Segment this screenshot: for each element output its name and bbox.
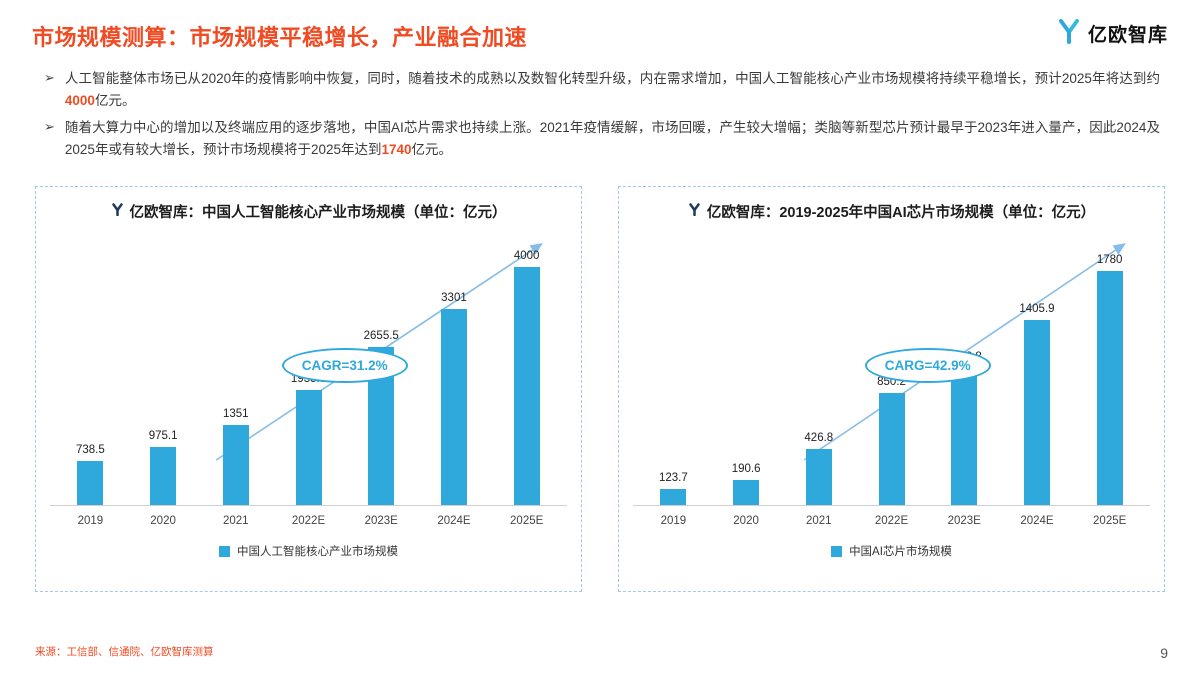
bar	[440, 309, 467, 506]
chart-title: 亿欧智库：中国人工智能核心产业市场规模（单位：亿元）	[129, 205, 507, 222]
chart-title-row: 亿欧智库：中国人工智能核心产业市场规模（单位：亿元）	[50, 201, 567, 222]
bar	[150, 447, 177, 506]
brand-logo-text: 亿欧智库	[1087, 25, 1168, 46]
chart-title: 亿欧智库：2019-2025年中国AI芯片市场规模（单位：亿元）	[706, 205, 1096, 222]
bar-value-label: 123.7	[658, 472, 688, 485]
page-title: 市场规模测算：市场规模平稳增长，产业融合加速	[32, 25, 528, 50]
chart-title-logo-icon	[111, 203, 124, 221]
bar-value-label: 2655.5	[363, 330, 399, 343]
bar-column: 738.5	[54, 444, 127, 506]
x-axis-labels: 2019 2020 2021 2022E 2023E 2024E 2025E	[633, 506, 1150, 527]
bar-value-label: 1780	[1096, 254, 1123, 267]
highlighted-value: 1740	[381, 141, 412, 157]
bar-column: 4000	[490, 250, 563, 506]
source-note: 来源：工信部、信通院、亿欧智库测算	[35, 646, 214, 658]
bar-column: 1780	[1073, 254, 1146, 506]
x-axis-tick-label: 2020	[150, 515, 176, 528]
highlighted-value: 4000	[64, 92, 95, 108]
bar-value-label: 738.5	[75, 444, 105, 457]
legend-swatch	[831, 545, 843, 557]
bar-value-label: 426.8	[804, 432, 834, 445]
x-axis-tick-label: 2019	[660, 515, 687, 528]
x-axis-tick-label: 2025E	[1093, 515, 1127, 528]
bar-column: 3301	[418, 292, 491, 506]
x-axis-tick-label: 2022E	[291, 515, 326, 528]
bar	[295, 390, 322, 506]
brand-logo-icon	[1056, 18, 1082, 49]
bar	[513, 267, 540, 506]
x-axis-tick-label: 2024E	[437, 515, 471, 528]
bar-column: 850.2	[855, 376, 928, 506]
bar	[660, 489, 687, 506]
chart-panel-ai-industry: 亿欧智库：中国人工智能核心产业市场规模（单位：亿元） 738.5 975.1 135…	[35, 186, 582, 593]
plot-area: 738.5 975.1 1351 1935.3 2655.5 3301 4000	[50, 250, 567, 507]
page-number: 9	[1160, 645, 1168, 661]
x-axis-tick-label: 2025E	[510, 515, 544, 528]
bullet-item: ➢ 人工智能整体市场已从2020年的疫情影响中恢复，同时，随着技术的成熟以及数智…	[44, 68, 1160, 111]
bullet-text: 人工智能整体市场已从2020年的疫情影响中恢复，同时，随着技术的成熟以及数智化转…	[65, 68, 1160, 111]
bullet-item: ➢ 随着大算力中心的增加以及终端应用的逐步落地，中国AI芯片需求也持续上涨。20…	[44, 117, 1160, 160]
bullet-text-segment: 亿元。	[94, 92, 136, 108]
bar-column: 426.8	[782, 432, 855, 506]
x-axis-tick-label: 2020	[733, 515, 759, 528]
x-axis-tick-label: 2019	[77, 515, 104, 528]
bar-value-label: 1351	[223, 408, 249, 421]
bar	[1096, 271, 1123, 506]
x-axis-tick-label: 2023E	[947, 515, 981, 528]
slide-header: 市场规模测算：市场规模平稳增长，产业融合加速 亿欧智库	[0, 0, 1200, 52]
bar-column: 1351	[199, 408, 272, 506]
cagr-annotation-badge: CAGR=31.2%	[281, 348, 408, 384]
bar-value-label: 4000	[513, 250, 540, 263]
bullet-arrow-icon: ➢	[44, 70, 55, 85]
bar-value-label: 975.1	[148, 430, 178, 443]
bar	[1023, 320, 1050, 506]
chart-legend: 中国AI芯片市场规模	[633, 543, 1150, 559]
bar	[878, 393, 905, 506]
x-axis-tick-label: 2021	[223, 515, 249, 528]
bar-value-label: 190.6	[731, 463, 761, 476]
bar	[222, 425, 249, 506]
bullet-text-segment: 随着大算力中心的增加以及终端应用的逐步落地，中国AI芯片需求也持续上涨。2021…	[64, 120, 1160, 157]
x-axis-tick-label: 2022E	[874, 515, 909, 528]
cagr-annotation-badge: CARG=42.9%	[864, 348, 991, 384]
charts-row: 亿欧智库：中国人工智能核心产业市场规模（单位：亿元） 738.5 975.1 135…	[35, 186, 1165, 593]
x-axis-labels: 2019 2020 2021 2022E 2023E 2024E 2025E	[50, 506, 567, 527]
bar-column: 190.6	[710, 463, 783, 506]
chart-title-logo-icon	[688, 203, 701, 221]
bullet-text: 随着大算力中心的增加以及终端应用的逐步落地，中国AI芯片需求也持续上涨。2021…	[65, 117, 1160, 160]
bar	[805, 449, 832, 506]
brand-logo: 亿欧智库	[1056, 18, 1168, 49]
x-axis-tick-label: 2021	[806, 515, 832, 528]
bullet-text-segment: 亿元。	[411, 141, 453, 157]
chart-title-row: 亿欧智库：2019-2025年中国AI芯片市场规模（单位：亿元）	[633, 201, 1150, 222]
legend-swatch	[219, 545, 230, 557]
bullet-arrow-icon: ➢	[44, 119, 55, 135]
bar	[77, 461, 104, 506]
summary-bullets: ➢ 人工智能整体市场已从2020年的疫情影响中恢复，同时，随着技术的成熟以及数智…	[44, 68, 1160, 160]
bar-column: 975.1	[127, 430, 200, 506]
chart-panel-ai-chip: 亿欧智库：2019-2025年中国AI芯片市场规模（单位：亿元） 123.7 19…	[618, 186, 1165, 593]
bullet-text-segment: 人工智能整体市场已从2020年的疫情影响中恢复，同时，随着技术的成熟以及数智化转…	[64, 71, 1160, 86]
bar	[733, 480, 760, 506]
bar-column: 123.7	[637, 472, 710, 506]
bar-column: 1935.3	[272, 373, 345, 506]
legend-label: 中国人工智能核心产业市场规模	[237, 546, 398, 559]
bar-value-label: 3301	[441, 292, 467, 305]
x-axis-tick-label: 2024E	[1020, 515, 1054, 528]
bar-column: 1405.9	[1001, 303, 1074, 506]
chart-legend: 中国人工智能核心产业市场规模	[50, 543, 567, 559]
x-axis-tick-label: 2023E	[364, 515, 398, 528]
bar-value-label: 1405.9	[1019, 303, 1055, 316]
bar	[951, 368, 978, 506]
legend-label: 中国AI芯片市场规模	[849, 546, 952, 559]
